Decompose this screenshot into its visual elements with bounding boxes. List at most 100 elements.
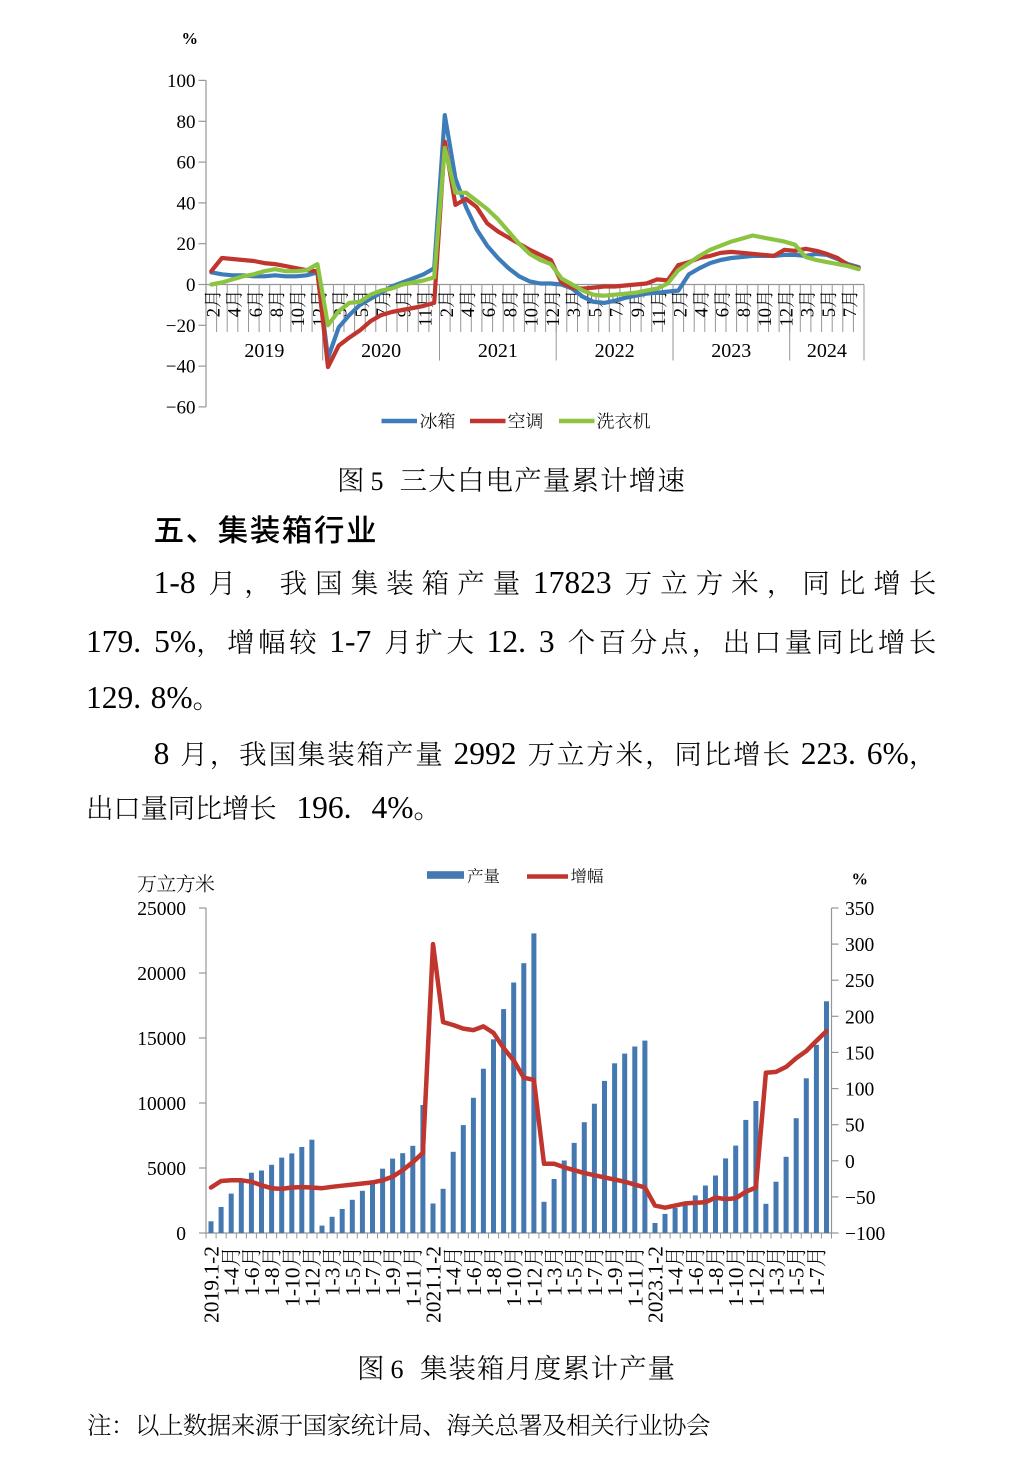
- svg-text:%: %: [852, 870, 869, 889]
- svg-text:7: 7: [841, 308, 861, 317]
- svg-text:223.: 223.: [801, 736, 856, 771]
- svg-text:10000: 10000: [137, 1094, 186, 1115]
- svg-text:1-12: 1-12: [744, 1267, 768, 1306]
- svg-text:15000: 15000: [137, 1029, 186, 1050]
- svg-text:5000: 5000: [147, 1159, 186, 1180]
- svg-text:350: 350: [845, 899, 874, 920]
- svg-text:3: 3: [539, 624, 555, 659]
- svg-text:1-7: 1-7: [361, 1267, 385, 1296]
- svg-text:179.: 179.: [86, 624, 141, 659]
- svg-text:2023: 2023: [711, 340, 751, 362]
- svg-text:6: 6: [480, 308, 500, 317]
- svg-text:8: 8: [268, 308, 288, 317]
- svg-text:1-9: 1-9: [381, 1268, 405, 1297]
- svg-text:2024: 2024: [807, 340, 847, 362]
- svg-text:1-6: 1-6: [684, 1267, 708, 1296]
- svg-text:1-8: 1-8: [260, 1268, 284, 1297]
- svg-text:1-12: 1-12: [522, 1267, 546, 1306]
- svg-text:1-11: 1-11: [401, 1268, 425, 1307]
- svg-text:50: 50: [845, 1116, 865, 1137]
- svg-text:7: 7: [608, 308, 628, 317]
- svg-text:1-5: 1-5: [563, 1268, 587, 1297]
- svg-text:2020: 2020: [361, 340, 401, 362]
- svg-text:12.: 12.: [487, 624, 526, 659]
- svg-text:100: 100: [845, 1080, 874, 1101]
- svg-text:1-5: 1-5: [341, 1268, 365, 1297]
- svg-text:2: 2: [438, 308, 458, 317]
- svg-text:%: %: [182, 29, 199, 48]
- svg-text:1-10: 1-10: [502, 1267, 526, 1306]
- svg-text:250: 250: [845, 971, 874, 992]
- svg-text:196.: 196.: [296, 790, 351, 825]
- svg-text:20: 20: [177, 234, 196, 255]
- svg-text:1-6: 1-6: [462, 1267, 486, 1296]
- svg-text:2: 2: [671, 308, 691, 317]
- svg-text:5: 5: [371, 467, 384, 496]
- svg-text:2992: 2992: [454, 736, 517, 771]
- svg-text:60: 60: [177, 153, 196, 174]
- svg-text:4%: 4%: [372, 790, 414, 825]
- svg-text:6: 6: [714, 308, 734, 317]
- svg-text:1-7: 1-7: [805, 1267, 829, 1296]
- svg-text:2023.1-2: 2023.1-2: [644, 1246, 668, 1323]
- svg-text:10: 10: [523, 308, 543, 327]
- svg-text:10: 10: [289, 308, 309, 327]
- svg-text:5: 5: [586, 308, 606, 317]
- svg-text:5: 5: [820, 308, 840, 317]
- svg-text:−50: −50: [845, 1188, 876, 1209]
- svg-text:4: 4: [459, 308, 479, 317]
- svg-text:10: 10: [756, 308, 776, 327]
- svg-text:8: 8: [735, 308, 755, 317]
- svg-text:300: 300: [845, 935, 874, 956]
- svg-text:−20: −20: [166, 316, 196, 337]
- svg-text:12: 12: [544, 308, 564, 327]
- svg-text:100: 100: [167, 71, 196, 92]
- svg-text:6: 6: [247, 308, 267, 317]
- svg-text:3: 3: [565, 308, 585, 317]
- svg-text:4: 4: [693, 308, 713, 317]
- svg-text:20000: 20000: [137, 964, 186, 985]
- svg-text:1-3: 1-3: [321, 1268, 345, 1297]
- svg-text:40: 40: [177, 193, 196, 214]
- svg-text:11: 11: [417, 309, 437, 327]
- svg-text:−60: −60: [166, 397, 196, 418]
- svg-text:2021.1-2: 2021.1-2: [422, 1246, 446, 1323]
- svg-text:5: 5: [353, 308, 373, 317]
- svg-text:1-8: 1-8: [704, 1268, 728, 1297]
- svg-text:2019: 2019: [244, 340, 284, 362]
- svg-text:9: 9: [395, 308, 415, 317]
- svg-text:12: 12: [777, 308, 797, 327]
- svg-text:1-4: 1-4: [220, 1267, 244, 1296]
- svg-text:5%: 5%: [154, 624, 196, 659]
- svg-text:2019.1-2: 2019.1-2: [200, 1246, 224, 1323]
- svg-text:1-9: 1-9: [603, 1268, 627, 1297]
- svg-text:1-10: 1-10: [280, 1267, 304, 1306]
- svg-text:1-6: 1-6: [240, 1267, 264, 1296]
- svg-text:9: 9: [629, 308, 649, 317]
- svg-text:1-8: 1-8: [154, 565, 196, 600]
- svg-text:2022: 2022: [595, 340, 635, 362]
- svg-text:1-3: 1-3: [543, 1268, 567, 1297]
- svg-text:1-5: 1-5: [785, 1268, 809, 1297]
- svg-text:6%: 6%: [867, 736, 909, 771]
- svg-text:3: 3: [332, 308, 352, 317]
- svg-text:0: 0: [176, 1224, 186, 1245]
- svg-text:4: 4: [226, 308, 246, 317]
- svg-text:150: 150: [845, 1043, 874, 1064]
- svg-text:1-12: 1-12: [300, 1267, 324, 1306]
- svg-text:6: 6: [391, 1355, 404, 1384]
- svg-text:8%: 8%: [151, 680, 193, 715]
- svg-text:8: 8: [502, 308, 522, 317]
- svg-text:25000: 25000: [137, 899, 186, 920]
- svg-text:2: 2: [204, 308, 224, 317]
- svg-text:129.: 129.: [86, 680, 141, 715]
- svg-text:200: 200: [845, 1007, 874, 1028]
- svg-text:11: 11: [650, 309, 670, 327]
- svg-text:1-4: 1-4: [664, 1267, 688, 1296]
- svg-text:80: 80: [177, 112, 196, 133]
- svg-text:0: 0: [186, 275, 196, 296]
- svg-text:1-7: 1-7: [329, 624, 371, 659]
- svg-text:−40: −40: [166, 357, 196, 378]
- svg-text:8: 8: [154, 736, 170, 771]
- svg-text:−100: −100: [845, 1224, 885, 1245]
